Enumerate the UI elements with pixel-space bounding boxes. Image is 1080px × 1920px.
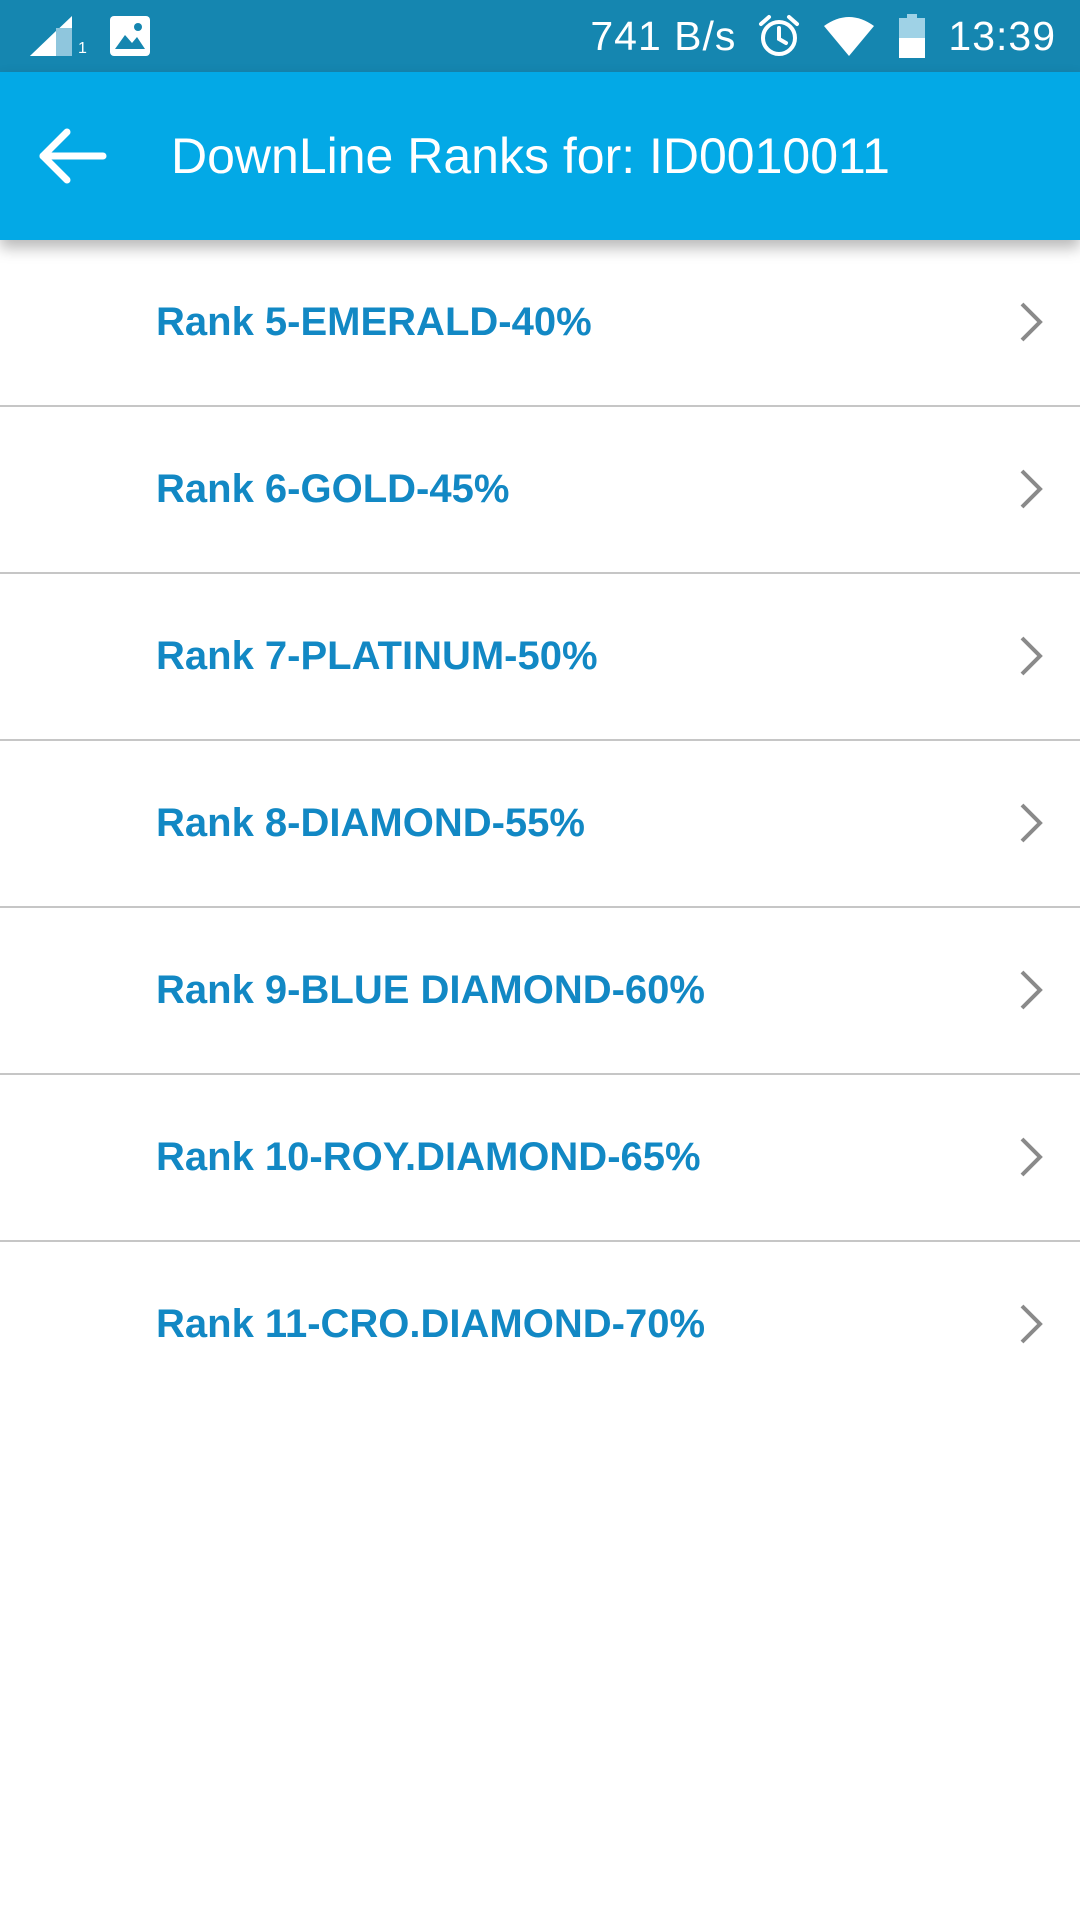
chevron-right-icon bbox=[1020, 970, 1043, 1010]
chevron-right-icon bbox=[1020, 803, 1043, 843]
network-speed: 741 B/s bbox=[590, 12, 737, 59]
rank-label: Rank 11-CRO.DIAMOND-70% bbox=[156, 1302, 706, 1346]
signal-icon: 1 bbox=[28, 14, 88, 58]
rank-list-item[interactable]: Rank 5-EMERALD-40% bbox=[0, 240, 1080, 407]
status-bar: 1 741 B/s bbox=[0, 0, 1080, 72]
status-right: 741 B/s 13:39 bbox=[590, 0, 1056, 72]
rank-list-item[interactable]: Rank 7-PLATINUM-50% bbox=[0, 574, 1080, 741]
app-bar: DownLine Ranks for: ID0010011 bbox=[0, 72, 1080, 240]
chevron-right-icon bbox=[1020, 1137, 1043, 1177]
chevron-right-icon bbox=[1020, 1304, 1043, 1344]
rank-label: Rank 10-ROY.DIAMOND-65% bbox=[156, 1135, 701, 1179]
rank-list-item[interactable]: Rank 6-GOLD-45% bbox=[0, 407, 1080, 574]
page-title: DownLine Ranks for: ID0010011 bbox=[171, 128, 890, 184]
alarm-icon bbox=[758, 14, 800, 58]
rank-list: Rank 5-EMERALD-40% Rank 6-GOLD-45% Rank … bbox=[0, 240, 1080, 1407]
clock: 13:39 bbox=[948, 12, 1056, 59]
chevron-right-icon bbox=[1020, 469, 1043, 509]
back-arrow-icon bbox=[37, 126, 107, 191]
rank-list-item[interactable]: Rank 11-CRO.DIAMOND-70% bbox=[0, 1242, 1080, 1407]
image-notification-icon bbox=[110, 16, 150, 56]
rank-label: Rank 5-EMERALD-40% bbox=[156, 300, 592, 344]
rank-list-item[interactable]: Rank 9-BLUE DIAMOND-60% bbox=[0, 908, 1080, 1075]
rank-label: Rank 8-DIAMOND-55% bbox=[156, 801, 585, 845]
rank-label: Rank 9-BLUE DIAMOND-60% bbox=[156, 968, 705, 1012]
chevron-right-icon bbox=[1020, 636, 1043, 676]
rank-label: Rank 7-PLATINUM-50% bbox=[156, 634, 598, 678]
chevron-right-icon bbox=[1020, 302, 1043, 342]
rank-list-item[interactable]: Rank 10-ROY.DIAMOND-65% bbox=[0, 1075, 1080, 1242]
battery-icon bbox=[898, 14, 926, 58]
rank-list-item[interactable]: Rank 8-DIAMOND-55% bbox=[0, 741, 1080, 908]
back-button[interactable] bbox=[30, 116, 114, 200]
wifi-icon bbox=[822, 14, 876, 58]
sim-index: 1 bbox=[78, 40, 87, 57]
rank-label: Rank 6-GOLD-45% bbox=[156, 467, 510, 511]
status-left: 1 bbox=[28, 14, 150, 58]
